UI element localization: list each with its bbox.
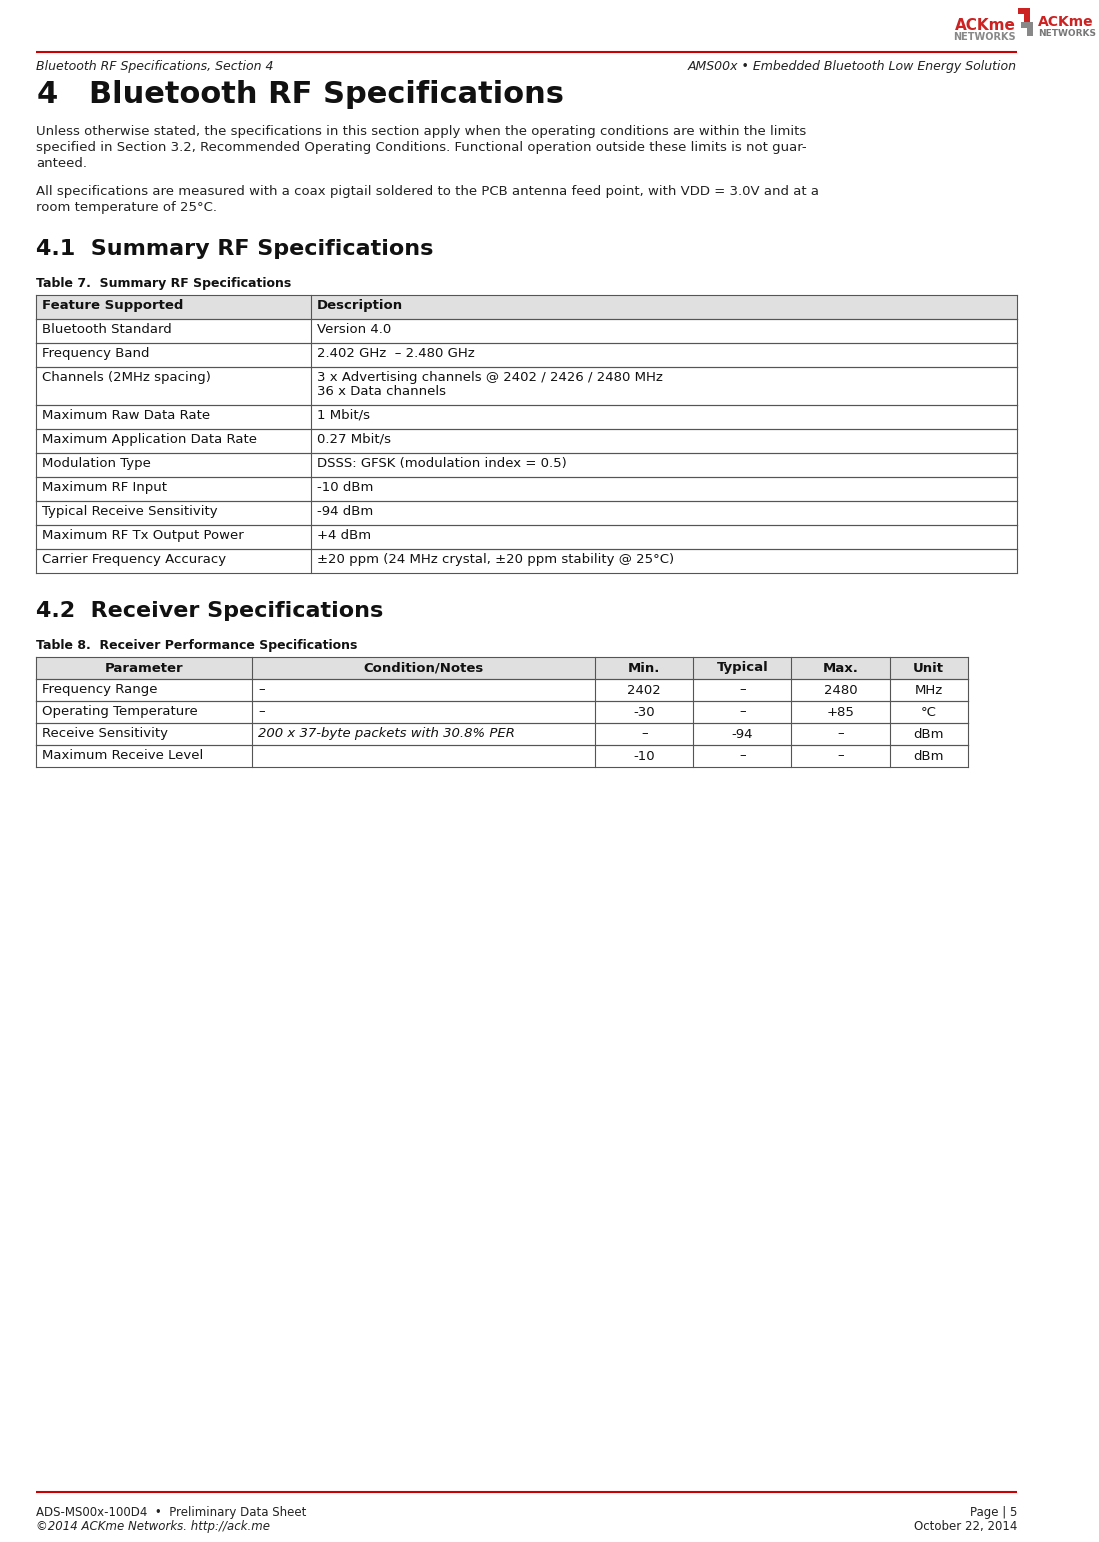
Text: 3 x Advertising channels @ 2402 / 2426 / 2480 MHz: 3 x Advertising channels @ 2402 / 2426 /… (317, 372, 663, 384)
Text: MHz: MHz (914, 683, 943, 697)
Text: 0.27 Mbit/s: 0.27 Mbit/s (317, 433, 391, 446)
Text: -10 dBm: -10 dBm (317, 481, 373, 493)
Bar (36, 549, 1017, 574)
Text: Modulation Type: Modulation Type (42, 456, 151, 470)
Text: –: – (258, 705, 265, 719)
Polygon shape (1018, 8, 1031, 22)
Text: –: – (740, 706, 746, 719)
Polygon shape (1021, 22, 1033, 35)
Bar (36, 367, 1017, 406)
Text: 36 x Data channels: 36 x Data channels (317, 386, 446, 398)
Text: Page | 5: Page | 5 (969, 1507, 1017, 1519)
Text: anteed.: anteed. (36, 157, 88, 170)
Bar (36, 453, 1017, 476)
Text: room temperature of 25°C.: room temperature of 25°C. (36, 200, 218, 214)
Text: 2480: 2480 (823, 683, 857, 697)
Text: 4.1  Summary RF Specifications: 4.1 Summary RF Specifications (36, 239, 434, 259)
Text: specified in Section 3.2, Recommended Operating Conditions. Functional operation: specified in Section 3.2, Recommended Op… (36, 140, 807, 154)
Text: 4.2  Receiver Specifications: 4.2 Receiver Specifications (36, 601, 384, 621)
Text: –: – (837, 728, 844, 740)
Text: NETWORKS: NETWORKS (954, 32, 1015, 42)
Text: ACKme: ACKme (955, 19, 1015, 32)
Text: Version 4.0: Version 4.0 (317, 322, 391, 336)
Text: -94: -94 (732, 728, 753, 740)
Text: Min.: Min. (629, 662, 660, 674)
Text: –: – (258, 683, 265, 695)
Text: Maximum Receive Level: Maximum Receive Level (42, 749, 203, 762)
Text: –: – (740, 683, 746, 697)
Bar (36, 501, 1017, 524)
Bar (36, 342, 1017, 367)
Text: -94 dBm: -94 dBm (317, 504, 373, 518)
Text: ±20 ppm (24 MHz crystal, ±20 ppm stability @ 25°C): ±20 ppm (24 MHz crystal, ±20 ppm stabili… (317, 554, 674, 566)
Text: Bluetooth RF Specifications, Section 4: Bluetooth RF Specifications, Section 4 (36, 60, 274, 72)
Bar (36, 678, 968, 702)
Text: Receive Sensitivity: Receive Sensitivity (42, 726, 168, 740)
Text: Bluetooth RF Specifications: Bluetooth RF Specifications (89, 80, 564, 109)
Text: Frequency Range: Frequency Range (42, 683, 157, 695)
Text: Frequency Band: Frequency Band (42, 347, 149, 359)
Text: 200 x 37-byte packets with 30.8% PER: 200 x 37-byte packets with 30.8% PER (258, 726, 515, 740)
Text: Maximum RF Tx Output Power: Maximum RF Tx Output Power (42, 529, 244, 541)
Text: Table 7.  Summary RF Specifications: Table 7. Summary RF Specifications (36, 278, 291, 290)
Text: -10: -10 (633, 749, 655, 762)
Text: +85: +85 (826, 706, 854, 719)
Text: DSSS: GFSK (modulation index = 0.5): DSSS: GFSK (modulation index = 0.5) (317, 456, 566, 470)
Text: Max.: Max. (822, 662, 858, 674)
Text: 1 Mbit/s: 1 Mbit/s (317, 409, 369, 423)
Text: 2.402 GHz  – 2.480 GHz: 2.402 GHz – 2.480 GHz (317, 347, 475, 359)
Text: Typical Receive Sensitivity: Typical Receive Sensitivity (42, 504, 218, 518)
Text: dBm: dBm (913, 749, 944, 762)
Text: Parameter: Parameter (106, 662, 184, 674)
Text: Typical: Typical (717, 662, 768, 674)
Bar (36, 429, 1017, 453)
Text: ADS-MS00x-100D4  •  Preliminary Data Sheet: ADS-MS00x-100D4 • Preliminary Data Sheet (36, 1507, 307, 1519)
Bar (36, 702, 968, 723)
Text: Channels (2MHz spacing): Channels (2MHz spacing) (42, 372, 211, 384)
Text: Condition/Notes: Condition/Notes (364, 662, 484, 674)
Text: Unless otherwise stated, the specifications in this section apply when the opera: Unless otherwise stated, the specificati… (36, 125, 807, 137)
Text: –: – (641, 728, 647, 740)
Text: +4 dBm: +4 dBm (317, 529, 370, 541)
Bar (36, 319, 1017, 342)
Text: -30: -30 (633, 706, 655, 719)
Text: 4: 4 (36, 80, 57, 109)
Text: Maximum Application Data Rate: Maximum Application Data Rate (42, 433, 257, 446)
Text: dBm: dBm (913, 728, 944, 740)
Text: Table 8.  Receiver Performance Specifications: Table 8. Receiver Performance Specificat… (36, 638, 358, 652)
Text: Bluetooth Standard: Bluetooth Standard (42, 322, 171, 336)
Bar (36, 657, 968, 678)
Bar (36, 295, 1017, 319)
Text: Operating Temperature: Operating Temperature (42, 705, 198, 719)
Text: NETWORKS: NETWORKS (1039, 29, 1096, 39)
Text: Feature Supported: Feature Supported (42, 299, 184, 311)
Text: October 22, 2014: October 22, 2014 (913, 1520, 1017, 1533)
Text: ACKme: ACKme (1039, 15, 1094, 29)
Text: Description: Description (317, 299, 403, 311)
Text: Maximum RF Input: Maximum RF Input (42, 481, 167, 493)
Text: 2402: 2402 (628, 683, 662, 697)
Text: –: – (740, 749, 746, 762)
Bar (36, 723, 968, 745)
Bar (36, 476, 1017, 501)
Text: Maximum Raw Data Rate: Maximum Raw Data Rate (42, 409, 210, 423)
Text: °C: °C (921, 706, 936, 719)
Text: ©2014 ACKme Networks. http://ack.me: ©2014 ACKme Networks. http://ack.me (36, 1520, 270, 1533)
Text: All specifications are measured with a coax pigtail soldered to the PCB antenna : All specifications are measured with a c… (36, 185, 820, 197)
Bar (36, 524, 1017, 549)
Bar (36, 406, 1017, 429)
Text: Unit: Unit (913, 662, 944, 674)
Text: Carrier Frequency Accuracy: Carrier Frequency Accuracy (42, 554, 226, 566)
Bar (36, 745, 968, 766)
Text: –: – (837, 749, 844, 762)
Text: AMS00x • Embedded Bluetooth Low Energy Solution: AMS00x • Embedded Bluetooth Low Energy S… (688, 60, 1017, 72)
